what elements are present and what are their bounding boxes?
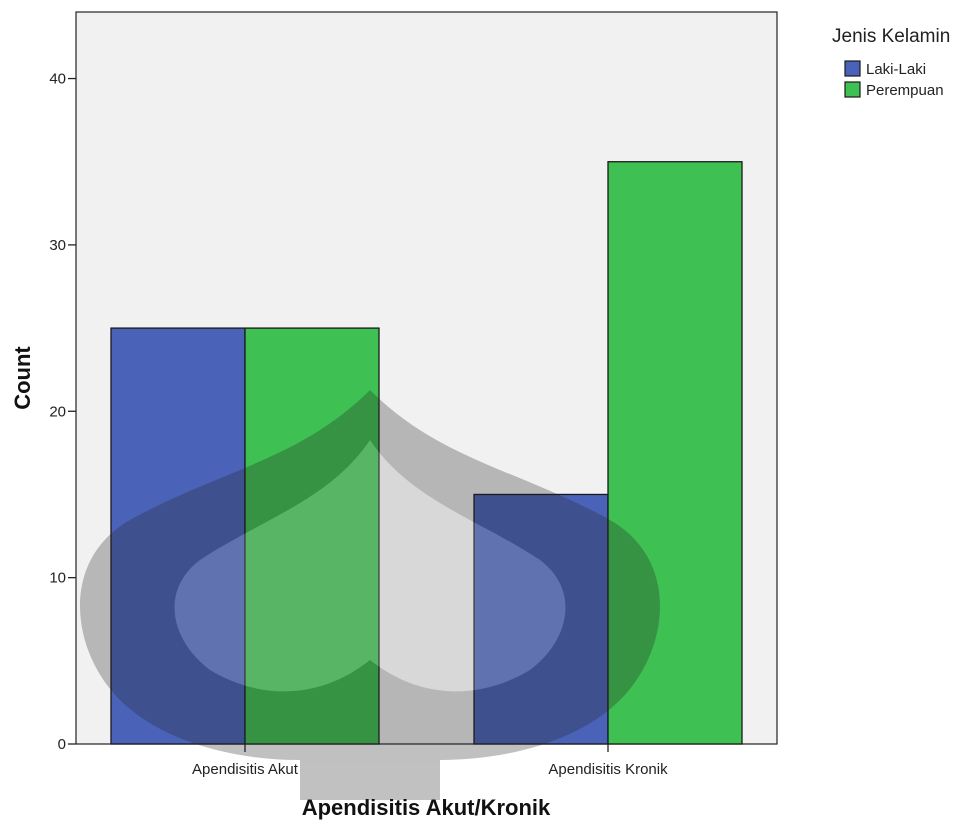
- legend-swatch: [844, 60, 861, 77]
- y-tick-label: 30: [49, 237, 66, 254]
- legend-title: Jenis Kelamin: [832, 26, 950, 47]
- bars-group: [110, 161, 743, 745]
- y-axis-title: Count: [10, 346, 35, 410]
- legend: Jenis Kelamin Laki-Laki Perempuan: [832, 26, 950, 99]
- legend-label: Perempuan: [866, 82, 944, 99]
- x-axis: Apendisitis Akut Apendisitis Kronik: [192, 744, 668, 778]
- bar-laki-laki-1: [110, 327, 246, 745]
- x-tick-label: Apendisitis Akut: [192, 761, 299, 778]
- x-axis-title: Apendisitis Akut/Kronik: [302, 795, 551, 820]
- legend-swatch: [844, 81, 861, 98]
- x-tick-label: Apendisitis Kronik: [548, 761, 668, 778]
- y-tick-label: 40: [49, 71, 66, 88]
- bar-perempuan-1: [244, 327, 380, 745]
- bar-perempuan-2: [607, 161, 743, 745]
- bar-laki-laki-2: [473, 493, 609, 745]
- y-tick-label: 0: [58, 736, 66, 753]
- y-tick-label: 10: [49, 570, 66, 587]
- y-tick-label: 20: [49, 403, 66, 420]
- watermark-emblem: [80, 390, 660, 800]
- legend-label: Laki-Laki: [866, 61, 926, 78]
- y-axis: 0 10 20 30 40: [49, 71, 76, 753]
